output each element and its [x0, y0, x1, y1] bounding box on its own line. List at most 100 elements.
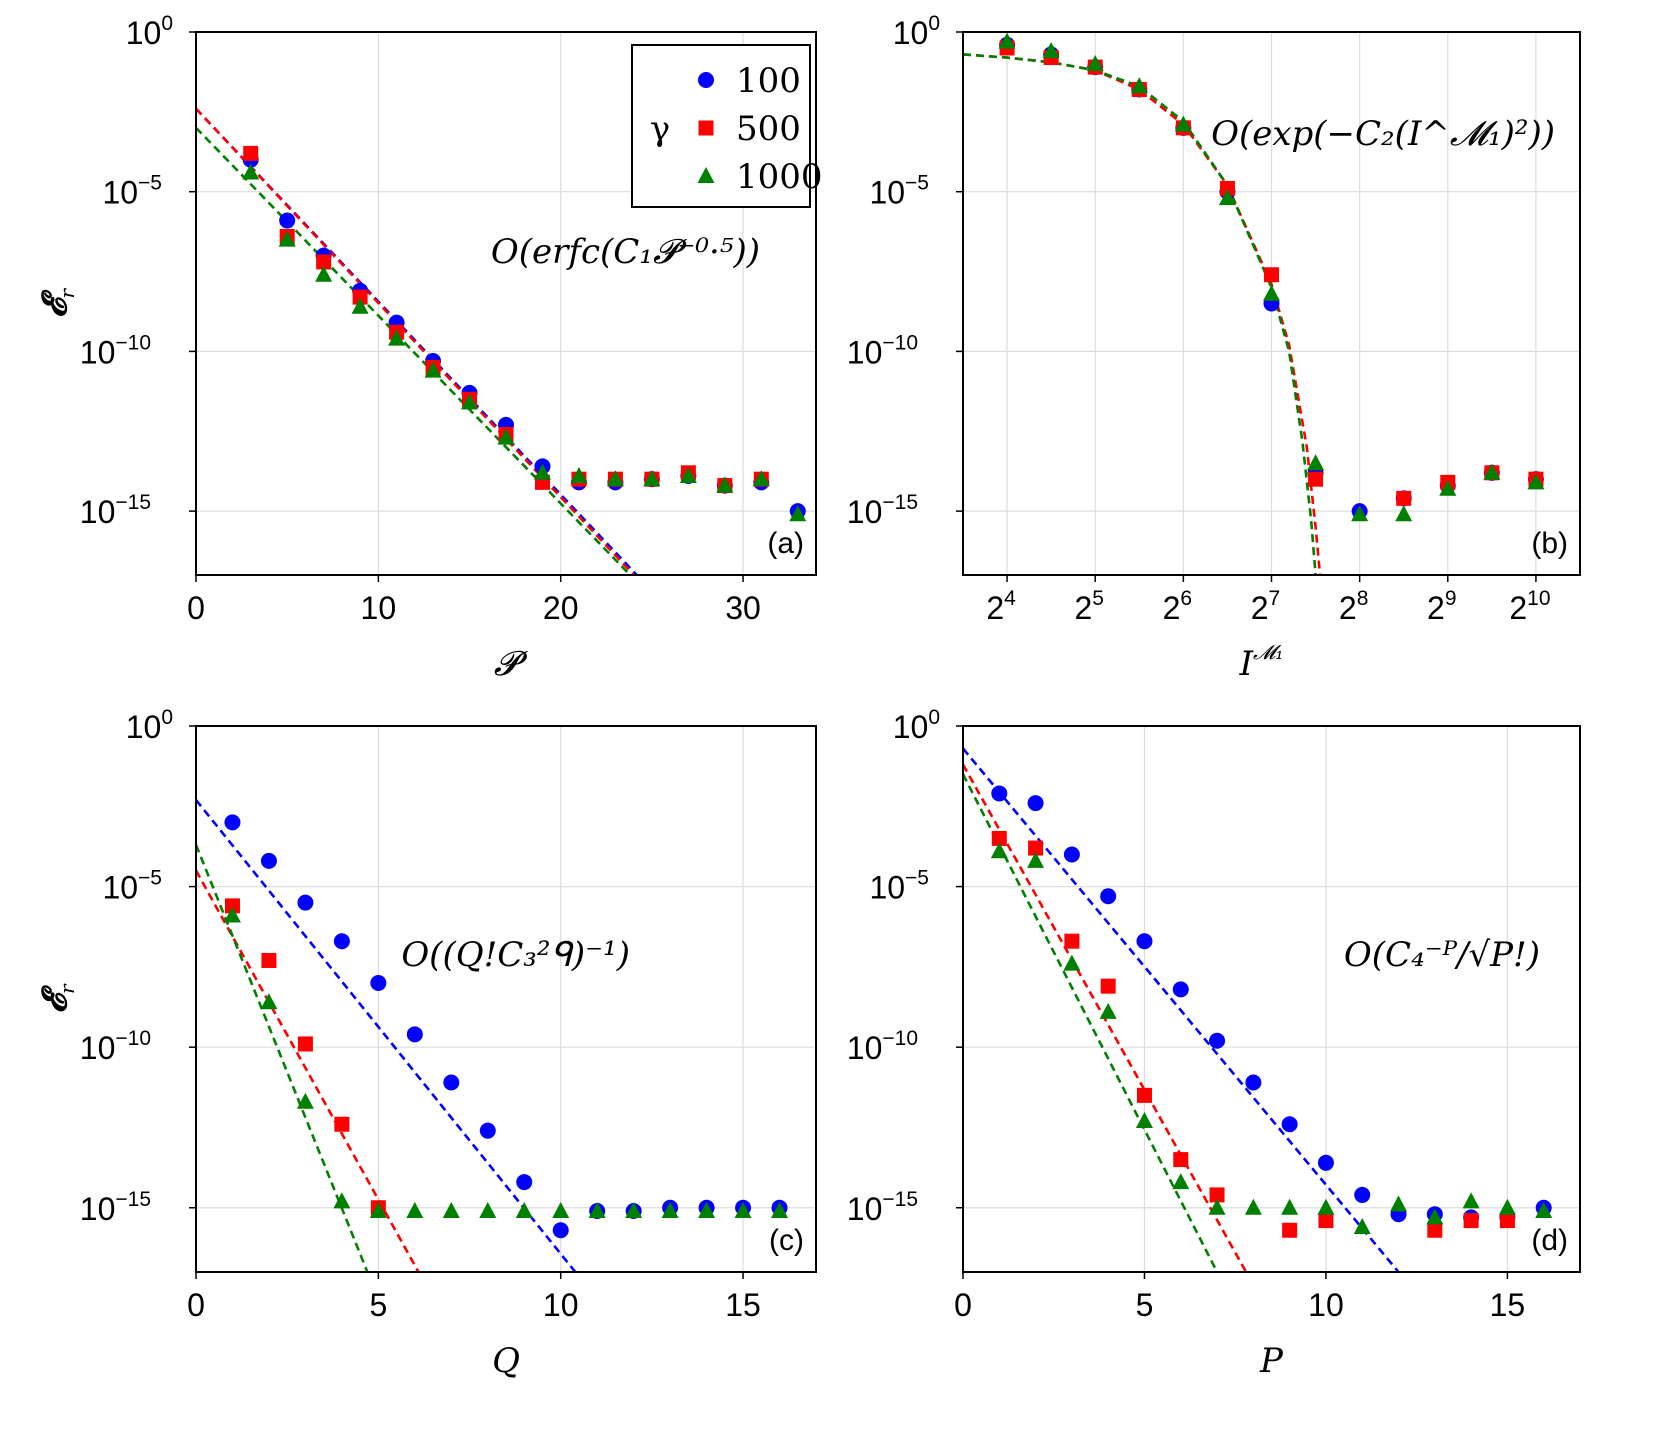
series-100 — [224, 814, 788, 1239]
data-point — [1318, 1213, 1334, 1229]
y-tick-label: 10−10 — [847, 331, 918, 370]
y-tick-label: 100 — [893, 12, 940, 51]
data-point — [1535, 1201, 1553, 1218]
data-point — [1063, 846, 1080, 863]
fit-line-0 — [196, 799, 577, 1272]
y-tick-label-base: 10 — [847, 1191, 883, 1227]
data-point — [1390, 1195, 1408, 1212]
fit-line-0 — [963, 747, 1400, 1272]
x-tick-label: 20 — [543, 590, 579, 626]
x-tick-label: 10 — [543, 1287, 579, 1323]
data-point — [1281, 1198, 1299, 1215]
data-point — [1395, 505, 1413, 522]
data-point — [1353, 1218, 1371, 1235]
x-tick-label: 15 — [1490, 1287, 1526, 1323]
x-tick-label: 5 — [369, 1287, 387, 1323]
data-point — [789, 505, 807, 522]
data-point — [1173, 1152, 1189, 1168]
data-point — [1130, 77, 1148, 94]
data-point — [479, 1122, 496, 1139]
svg-text:100: 100 — [893, 12, 940, 51]
y-tick-label: 10−10 — [80, 1027, 151, 1066]
y-tick-label-base: 10 — [847, 494, 883, 530]
x-tick-label: 0 — [187, 1287, 205, 1323]
y-tick-label-exp: −15 — [882, 1188, 918, 1211]
series-1000 — [990, 842, 1553, 1235]
x-tick-label: 0 — [954, 1287, 972, 1323]
x-tick-label-base: 2 — [1163, 590, 1181, 626]
legend-label: 1000 — [736, 157, 823, 197]
y-tick-label: 100 — [126, 12, 173, 51]
legend-label: 500 — [736, 109, 801, 149]
y-tick-label-exp: 0 — [161, 706, 173, 729]
x-ticks: 0 5 10 15 — [954, 1272, 1525, 1323]
series-500 — [991, 830, 1515, 1238]
data-point — [552, 1201, 570, 1218]
legend-marker-square — [698, 120, 714, 136]
y-tick-label-base: 10 — [847, 1030, 883, 1066]
data-point — [279, 212, 296, 229]
data-point — [1499, 1213, 1515, 1229]
data-point — [1136, 933, 1153, 950]
data-point — [1351, 505, 1369, 522]
grid — [962, 725, 1580, 1272]
y-tick-label-base: 10 — [869, 175, 905, 211]
svg-text:100: 100 — [893, 706, 940, 745]
y-tick-label-exp: −5 — [138, 172, 162, 195]
legend-entry: 100 — [698, 61, 801, 101]
x-tick-label-exp: 6 — [1180, 587, 1192, 610]
data-point — [991, 830, 1007, 846]
data-point — [1064, 933, 1080, 949]
data-point — [1317, 1154, 1334, 1171]
y-tick-label: 10−5 — [102, 172, 162, 211]
x-tick-label: 15 — [725, 1287, 761, 1323]
x-tick-label: 24 — [986, 587, 1016, 626]
svg-text:10−5: 10−5 — [869, 867, 929, 906]
svg-text:10−5: 10−5 — [102, 172, 162, 211]
data-point — [1218, 189, 1236, 206]
data-point — [1174, 115, 1192, 132]
data-point — [479, 1201, 497, 1218]
y-tick-label-exp: 0 — [928, 12, 940, 35]
data-point — [1282, 1222, 1298, 1238]
x-tick-label-exp: 5 — [1092, 587, 1104, 610]
svg-text:10−5: 10−5 — [869, 172, 929, 211]
y-tick-label: 10−15 — [847, 1188, 918, 1227]
y-tick-label-base: 10 — [80, 334, 116, 370]
x-tick-label-exp: 10 — [1527, 587, 1550, 610]
y-tick-label: 10−15 — [847, 491, 918, 530]
panel-label: (c) — [769, 1224, 804, 1257]
data-point — [1086, 54, 1104, 71]
svg-text:10−15: 10−15 — [80, 491, 151, 530]
data-point — [1281, 1116, 1298, 1133]
data-point — [516, 1174, 533, 1191]
x-tick-label: 10 — [1308, 1287, 1344, 1323]
rate-annotation: O((Q!C₃²ᑫ)⁻¹) — [401, 935, 630, 975]
plot-frame — [195, 725, 817, 1273]
data-point — [243, 145, 259, 161]
x-tick-label-base: 2 — [1339, 590, 1357, 626]
data-point — [296, 1092, 314, 1109]
legend-entry: 1000 — [697, 157, 823, 197]
x-tick-label-exp: 9 — [1445, 587, 1457, 610]
grid — [195, 725, 816, 1272]
fit-line-1 — [196, 107, 636, 575]
y-axis-label-sub: r — [55, 983, 79, 994]
data-point — [406, 1026, 423, 1043]
data-point — [625, 1201, 643, 1218]
data-point — [260, 993, 278, 1010]
series-1000 — [998, 32, 1545, 522]
y-tick-label-base: 10 — [869, 870, 905, 906]
y-tick-label: 100 — [126, 706, 173, 745]
data-point — [661, 1201, 679, 1218]
plot-frame — [195, 31, 817, 576]
y-tick-label-exp: −15 — [882, 491, 918, 514]
y-tick-label: 10−5 — [869, 867, 929, 906]
data-points — [990, 785, 1553, 1238]
y-tick-label-base: 10 — [80, 1191, 116, 1227]
data-point — [1354, 1186, 1371, 1203]
x-tick-label: 10 — [361, 590, 397, 626]
panel-2: 24 25 26 27 28 29 21010010−510−1010−15I𝓜₁O(exp… — [847, 12, 1581, 684]
